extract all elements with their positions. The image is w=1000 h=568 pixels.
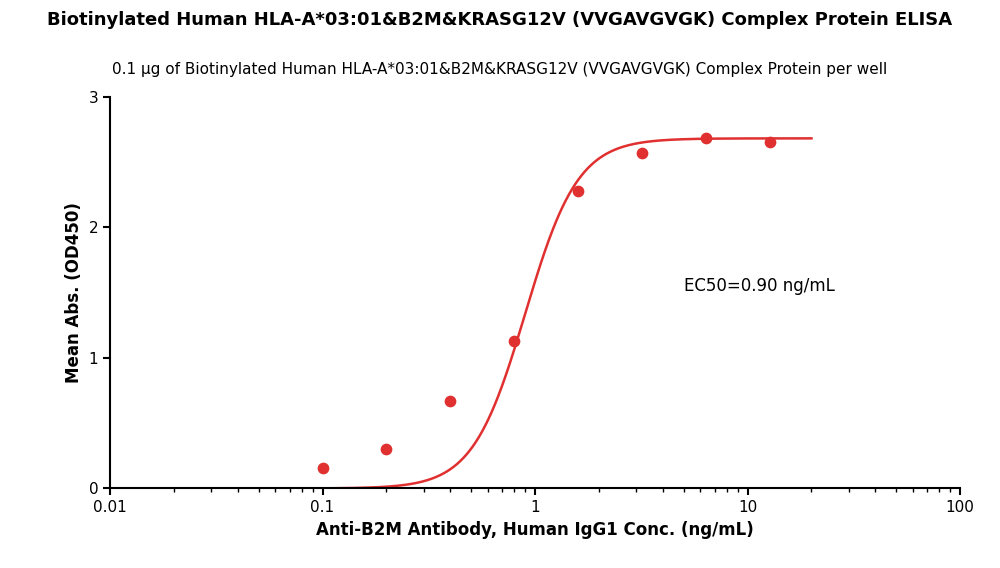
Point: [762, 137, 778, 147]
Point: [314, 463, 330, 472]
Point: [570, 186, 586, 195]
Point: [506, 336, 522, 345]
Point: [698, 134, 714, 143]
X-axis label: Anti-B2M Antibody, Human IgG1 Conc. (ng/mL): Anti-B2M Antibody, Human IgG1 Conc. (ng/…: [316, 521, 754, 539]
Point: [442, 396, 458, 406]
Point: [634, 148, 650, 157]
Y-axis label: Mean Abs. (OD450): Mean Abs. (OD450): [65, 202, 83, 383]
Text: 0.1 μg of Biotinylated Human HLA-A*03:01&B2M&KRASG12V (VVGAVGVGK) Complex Protei: 0.1 μg of Biotinylated Human HLA-A*03:01…: [112, 62, 888, 77]
Point: [378, 445, 394, 454]
Text: EC50=0.90 ng/mL: EC50=0.90 ng/mL: [684, 277, 834, 295]
Text: Biotinylated Human HLA-A*03:01&B2M&KRASG12V (VVGAVGVGK) Complex Protein ELISA: Biotinylated Human HLA-A*03:01&B2M&KRASG…: [47, 11, 953, 30]
